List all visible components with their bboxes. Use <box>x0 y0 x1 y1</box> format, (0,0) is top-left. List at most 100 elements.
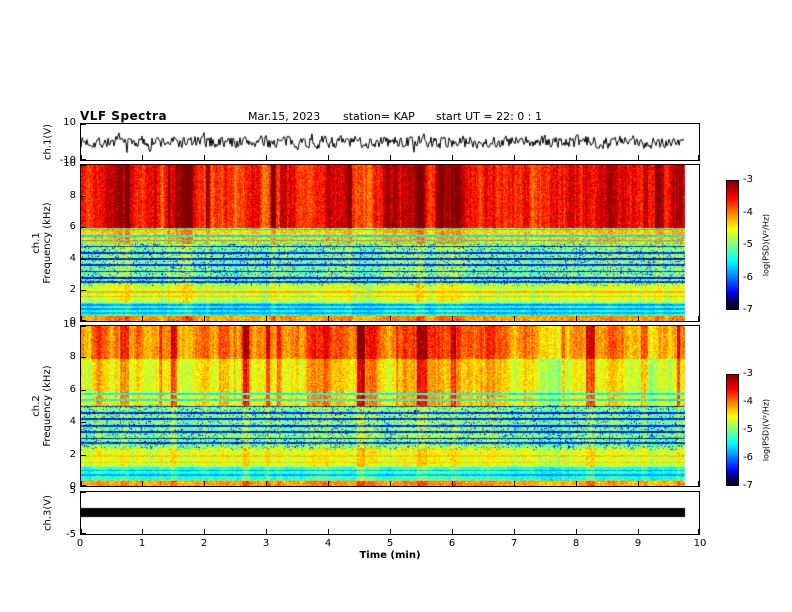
x-tick-label: 4 <box>324 538 332 549</box>
x-tick-mark <box>81 481 82 486</box>
y-tick-mark <box>81 165 86 166</box>
y-tick-mark <box>81 259 86 260</box>
colorbar-tick-label: -7 <box>743 480 753 491</box>
y-tick-mark <box>81 227 86 228</box>
header-start-ut: start UT = 22: 0 : 1 <box>436 110 542 123</box>
x-tick-mark <box>638 316 639 321</box>
x-tick-label: 3 <box>262 538 270 549</box>
ch1-spectrogram-panel <box>80 164 700 322</box>
x-tick-mark <box>514 316 515 321</box>
x-tick-mark <box>638 155 639 160</box>
y-tick-mark <box>81 357 86 358</box>
ylabel-line: Frequency (kHz) <box>42 202 53 284</box>
ch2-spectrogram-panel <box>80 325 700 487</box>
y-tick-label: 8 <box>69 351 76 363</box>
ch3-waveform-panel <box>80 491 700 535</box>
ylabel-line: ch.2 <box>31 395 42 417</box>
colorbar-tick-label: -6 <box>743 271 753 283</box>
x-tick-mark <box>452 481 453 486</box>
x-tick-mark <box>514 481 515 486</box>
x-tick-mark <box>266 529 267 534</box>
x-tick-mark <box>698 155 699 160</box>
y-tick-label: 2 <box>69 448 76 460</box>
x-tick-mark <box>328 529 329 534</box>
x-tick-mark <box>266 316 267 321</box>
x-tick-mark <box>390 316 391 321</box>
y-tick-label: 0 <box>69 316 76 327</box>
y-tick-label: 8 <box>69 189 76 201</box>
y-tick-mark <box>81 455 86 456</box>
colorbar-tick-label: -5 <box>743 424 753 435</box>
x-tick-mark <box>390 529 391 534</box>
x-tick-mark <box>698 316 699 321</box>
x-tick-label: 7 <box>510 538 518 549</box>
x-tick-mark <box>81 529 82 534</box>
x-tick-label: 0 <box>76 538 84 549</box>
y-tick-label: -10 <box>59 155 76 166</box>
x-tick-mark <box>142 529 143 534</box>
x-tick-mark <box>204 481 205 486</box>
x-tick-label: 8 <box>572 538 580 549</box>
y-tick-mark <box>81 390 86 391</box>
y-tick-label: -5 <box>66 529 76 540</box>
y-tick-mark <box>81 196 86 197</box>
x-tick-mark <box>576 316 577 321</box>
ch3-waveform-canvas <box>81 492 699 534</box>
x-tick-mark <box>576 529 577 534</box>
y-tick-mark <box>81 124 86 125</box>
x-tick-mark <box>81 155 82 160</box>
x-tick-mark <box>576 481 577 486</box>
colorbar-ch2-canvas <box>727 375 738 485</box>
ylabel-line: Frequency (kHz) <box>42 365 53 447</box>
x-tick-mark <box>452 316 453 321</box>
y-tick-mark <box>81 159 86 160</box>
y-tick-label: 6 <box>69 221 76 233</box>
y-tick-label: 4 <box>69 416 76 428</box>
ch1-spectrogram-ylabel: ch.1 Frequency (kHz) <box>31 202 53 283</box>
x-tick-mark <box>452 155 453 160</box>
colorbar-tick-label: -3 <box>743 174 753 185</box>
x-tick-mark <box>328 155 329 160</box>
x-tick-mark <box>266 481 267 486</box>
colorbar-tick-label: -5 <box>743 239 753 250</box>
y-tick-mark <box>81 422 86 423</box>
ch3-waveform-ylabel: ch.3(V) <box>42 494 54 532</box>
x-tick-mark <box>638 529 639 534</box>
y-tick-label: 5 <box>69 485 76 496</box>
colorbar-tick-label: -7 <box>743 304 753 315</box>
ch1-spectrogram-canvas <box>81 165 699 321</box>
x-tick-mark <box>576 155 577 160</box>
colorbar-ch2 <box>726 374 739 486</box>
x-tick-mark <box>142 155 143 160</box>
x-tick-mark <box>698 481 699 486</box>
colorbar-tick-label: -6 <box>743 452 753 463</box>
x-tick-mark <box>204 316 205 321</box>
x-tick-mark <box>328 481 329 486</box>
colorbar-tick-label: -4 <box>743 396 753 407</box>
y-tick-label: 10 <box>63 158 76 169</box>
header-station: station= KAP <box>343 110 415 123</box>
y-tick-label: 0 <box>69 481 76 492</box>
y-tick-label: 10 <box>63 319 76 330</box>
y-tick-label: 4 <box>69 252 76 264</box>
colorbar-ch1 <box>726 180 739 310</box>
y-tick-mark <box>81 492 86 493</box>
x-tick-mark <box>142 481 143 486</box>
y-tick-mark <box>81 320 86 321</box>
x-tick-label: 5 <box>386 538 394 549</box>
x-axis-title: Time (min) <box>359 550 421 561</box>
x-tick-mark <box>514 155 515 160</box>
y-tick-label: 6 <box>69 383 76 395</box>
x-tick-mark <box>204 155 205 160</box>
x-tick-label: 2 <box>200 538 208 549</box>
x-tick-label: 10 <box>693 538 707 549</box>
x-tick-mark <box>390 155 391 160</box>
y-tick-mark <box>81 290 86 291</box>
colorbar-tick-label: -4 <box>743 206 753 218</box>
ch2-spectrogram-canvas <box>81 326 699 486</box>
figure-title: VLF Spectra <box>80 109 168 123</box>
x-tick-mark <box>81 316 82 321</box>
x-tick-mark <box>514 529 515 534</box>
header-date: Mar.15, 2023 <box>248 110 321 123</box>
